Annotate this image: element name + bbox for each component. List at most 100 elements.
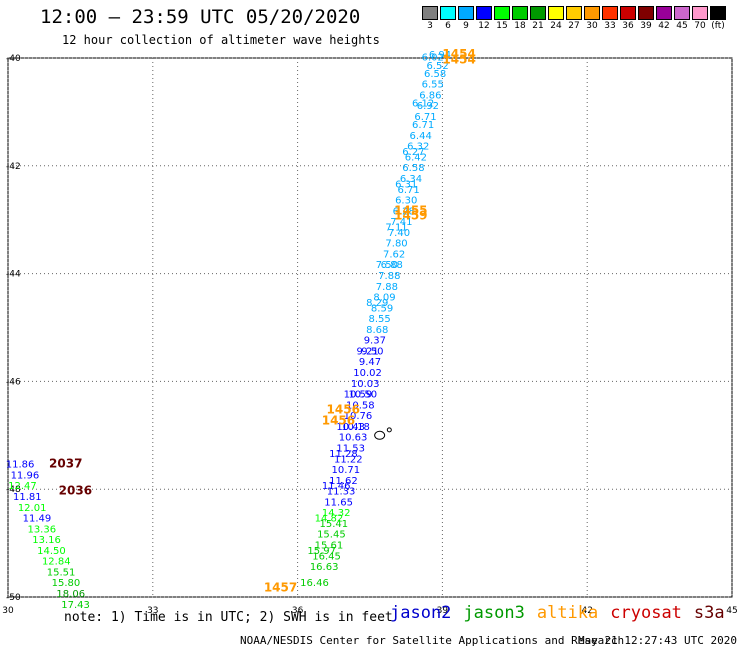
colorbar-label: 3 [427,21,433,31]
wave-height-label: 9.37 [364,336,386,347]
wave-height-label: 6.52 [426,61,448,72]
wave-height-label: 12.01 [18,503,47,514]
island-outline [374,430,386,440]
colorbar-label: 24 [550,21,562,31]
legend-s3a: s3a [693,603,725,623]
wave-height-label: 10.59 [344,390,373,401]
wave-height-label: 6.34 [400,174,422,185]
wave-height-label: 10.43 [336,422,365,433]
colorbar-label: 42 [658,21,670,31]
colorbar-label: 36 [622,21,634,31]
colorbar-label: 33 [604,21,616,31]
wave-height-label: 6.27 [402,147,424,158]
satellite-legend: jason2 jason3 altika cryosat s3a [390,603,737,623]
wave-height-label: 14.82 [315,514,344,525]
wave-height-label: 7.41 [390,217,412,228]
wave-height-label: 11.46 [322,481,351,492]
wave-height-label: 7.88 [376,282,398,293]
wave-height-label: 16.45 [312,551,341,562]
wave-height-label: 10.71 [332,465,361,476]
wave-height-label: 16.63 [310,562,339,573]
colorbar-swatch [674,6,690,20]
wave-height-label: 11.22 [334,454,363,465]
wave-height-label: 6.58 [402,163,424,174]
legend-altika: altika [536,603,599,623]
colorbar-swatch [530,6,546,20]
wave-height-label: 14.50 [37,546,66,557]
wave-height-label: 15.97 [307,546,336,557]
wave-height-label: 6.28 [393,206,415,217]
chart-subtitle: 12 hour collection of altimeter wave hei… [62,33,380,47]
wave-height-label: 10.18 [341,422,370,433]
y-tick-label: -48 [6,485,21,495]
colorbar-label: 70 [694,21,706,31]
wave-height-label: 7.80 [385,239,407,250]
wave-height-label: 15.51 [47,567,76,578]
y-tick-label: -42 [6,162,21,172]
wave-height-label: 8.29 [366,298,388,309]
wave-height-label: 6.71 [412,120,434,131]
colorbar-swatch [638,6,654,20]
colorbar-swatch [566,6,582,20]
chart-title: 12:00 – 23:59 UTC 05/20/2020 [40,6,361,28]
colorbar-label: 12 [478,21,490,31]
wave-height-label: 6.12 [412,99,434,110]
colorbar-label: (ft) [711,21,725,31]
wave-height-label: 11.62 [329,476,358,487]
wave-height-label: 6.94 [429,50,451,61]
wave-height-label: 13.36 [27,524,56,535]
wave-height-label: 9.47 [359,357,381,368]
colorbar-swatch [620,6,636,20]
units-note: note: 1) Time is in UTC; 2) SWH is in fe… [64,610,393,625]
wave-height-label: 8.55 [369,314,391,325]
wave-height-label: 11.28 [329,449,358,460]
colorbar-label: 27 [568,21,580,31]
x-tick-label: 33 [147,606,158,616]
wave-height-label: 6.31 [395,179,417,190]
footer-timestamp: May 21 12:27:43 UTC 2020 [578,634,737,647]
time-annotation: 2037 [49,457,82,471]
colorbar-swatch [512,6,528,20]
colorbar-swatch [458,6,474,20]
wave-height-label: 11.33 [327,487,356,498]
island-outline [386,427,392,433]
time-annotation: 2036 [59,484,92,498]
wave-height-label: 11.65 [324,497,353,508]
time-annotation: 1459 [394,209,427,223]
wave-height-label: 6.32 [407,142,429,153]
x-tick-label: 42 [581,606,592,616]
y-tick-label: -40 [6,54,21,64]
wave-height-label: 11.49 [23,514,52,525]
wave-height-label: 10.03 [351,379,380,390]
wave-height-label: 17.43 [61,600,90,611]
colorbar-swatch [710,6,726,20]
wave-height-label: 8.59 [371,303,393,314]
colorbar-label: 30 [586,21,598,31]
wave-height-label: 6.71 [414,112,436,123]
footer-credit: NOAA/NESDIS Center for Satellite Applica… [240,634,625,647]
wave-height-label: 13.16 [32,535,61,546]
wave-height-label: 9.21 [356,346,378,357]
legend-jason2: jason2 [390,603,452,623]
wave-height-label: 10.02 [353,368,382,379]
colorbar-swatch [422,6,438,20]
wave-height-label: 7.88 [378,271,400,282]
wave-height-label: 6.02 [422,53,444,64]
colorbar-swatch [440,6,456,20]
y-tick-label: -50 [6,593,21,603]
wave-height-label: 6.71 [397,185,419,196]
colorbar-swatch [692,6,708,20]
wave-height-label: 6.55 [422,80,444,91]
wave-height-label: 8.09 [373,293,395,304]
colorbar-label: 6 [445,21,451,31]
wave-height-label: 15.45 [317,530,346,541]
wave-height-label: 10.50 [348,390,377,401]
wave-height-label: 10.63 [339,433,368,444]
time-annotation: 1455 [394,203,427,217]
colorbar-swatch [584,6,600,20]
time-annotation: 1456 [322,414,355,428]
wave-height-label: 11.96 [11,470,40,481]
colorbar-swatch [656,6,672,20]
wave-height-label: 6.44 [410,131,432,142]
wave-height-label: 11.81 [13,492,42,503]
